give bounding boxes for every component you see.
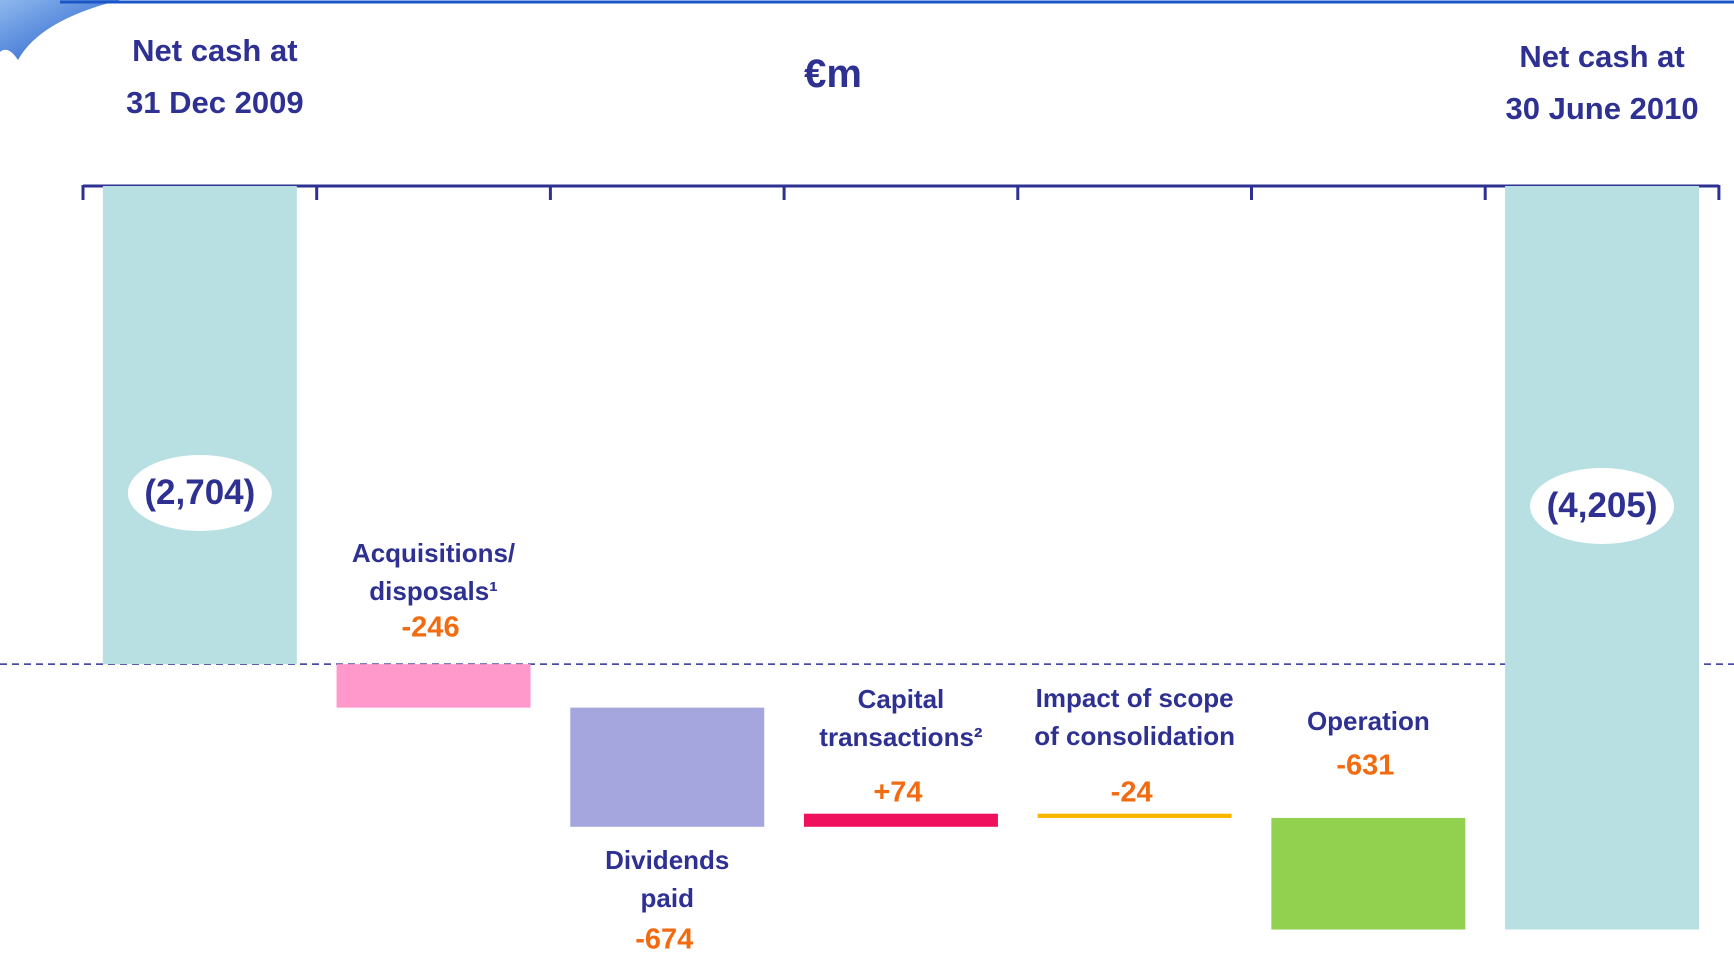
value-label: -631 <box>1336 749 1395 782</box>
category-label: Net cash at 30 June 2010 <box>1505 39 1699 126</box>
value-label: -246 <box>401 611 460 644</box>
value-label: -674 <box>635 923 694 956</box>
value-label: (4,205) <box>1546 486 1658 525</box>
bar <box>1505 186 1700 930</box>
corner-decoration <box>0 0 120 60</box>
category-label: Impact of scope of consolidation <box>1034 683 1236 751</box>
bar <box>1037 813 1232 818</box>
category-label: Net cash at 31 Dec 2009 <box>126 33 304 120</box>
bar <box>1271 817 1466 930</box>
category-label: Capital transactions² <box>819 684 983 752</box>
category-label: Operation <box>1306 706 1430 736</box>
value-label: +74 <box>873 776 923 809</box>
value-badge <box>127 455 272 531</box>
value-label: (2,704) <box>144 473 256 512</box>
value-badge <box>1530 468 1675 544</box>
value-label: -24 <box>1110 776 1153 809</box>
category-label: Acquisitions/ disposals¹ <box>351 538 516 606</box>
chart-title: €m <box>804 52 862 96</box>
bar <box>803 813 998 827</box>
bar <box>336 664 531 708</box>
category-label: Dividends paid <box>605 845 730 913</box>
bar <box>102 186 297 665</box>
bar <box>570 707 765 827</box>
